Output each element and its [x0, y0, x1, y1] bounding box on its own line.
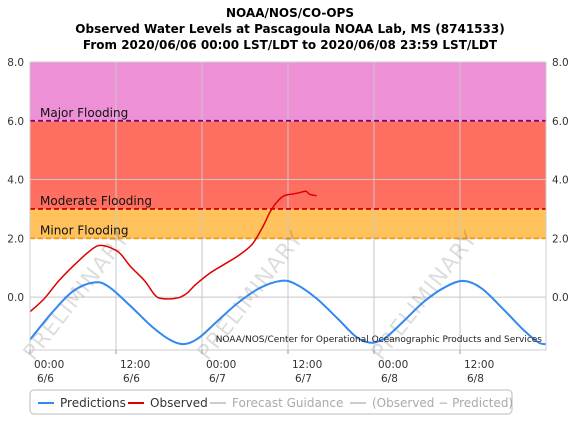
chart-title: NOAA/NOS/CO-OPS Observed Water Levels at …	[75, 6, 504, 52]
threshold-label-moderate-flooding: Moderate Flooding	[40, 194, 152, 208]
x-tick-date: 6/6	[123, 373, 140, 385]
legend[interactable]: Predictions Observed Forecast Guidance (Obs…	[29, 389, 513, 415]
y-tick-label-right: 4.0	[552, 175, 569, 187]
legend-item-predictions[interactable]: Predictions	[38, 396, 126, 410]
y-tick-label-right: 0.0	[552, 292, 569, 304]
legend-item-observed[interactable]: Observed	[128, 396, 208, 410]
legend-item-forecast-guidance[interactable]: Forecast Guidance	[210, 396, 343, 410]
chart-title-line-3: From 2020/06/06 00:00 LST/LDT to 2020/06…	[83, 38, 498, 52]
series-lines: NOAA/NOS/Center for Operational Oceanogr…	[29, 190, 547, 346]
legend-box	[29, 389, 513, 415]
x-tick-time: 12:00	[464, 359, 494, 371]
x-tick-date: 6/6	[37, 373, 54, 385]
legend-label-observed-predicted: (Observed − Predicted)	[372, 396, 513, 410]
y-tick-label-right: 6.0	[552, 116, 569, 128]
axes: 8.0 8.0 6.0 6.0 4.0 4.0 2.0 2.0 0.0 0.0 00:00 6/6 12…	[7, 57, 568, 385]
y-tick-label-left: 2.0	[7, 233, 24, 245]
threshold-label-minor-flooding: Minor Flooding	[40, 223, 128, 237]
y-tick-label-right: 2.0	[552, 233, 569, 245]
x-tick-time: 00:00	[34, 359, 64, 371]
y-tick-label-left: 6.0	[7, 116, 24, 128]
chart-title-line-1: NOAA/NOS/CO-OPS	[226, 6, 354, 20]
y-tick-label-left: 4.0	[7, 175, 24, 187]
observed-series-line	[29, 190, 317, 313]
x-tick-time: 12:00	[120, 359, 150, 371]
predictions-series-line	[29, 279, 547, 346]
y-tick-label-right: 8.0	[552, 57, 569, 69]
chart-title-line-2: Observed Water Levels at Pascagoula NOAA…	[75, 22, 504, 36]
legend-label-forecast-guidance: Forecast Guidance	[232, 396, 343, 410]
x-tick-date: 6/7	[295, 373, 312, 385]
credit-text: NOAA/NOS/Center for Operational Oceanogr…	[216, 335, 543, 345]
x-tick-date: 6/8	[467, 373, 484, 385]
legend-label-predictions: Predictions	[60, 396, 126, 410]
legend-label-observed: Observed	[150, 396, 208, 410]
y-tick-label-left: 0.0	[7, 292, 24, 304]
legend-item-observed-predicted[interactable]: (Observed − Predicted)	[350, 396, 513, 410]
x-tick-time: 12:00	[292, 359, 322, 371]
x-tick-time: 00:00	[206, 359, 236, 371]
x-tick-time: 00:00	[378, 359, 408, 371]
y-tick-label-left: 8.0	[7, 57, 24, 69]
x-tick-date: 6/8	[381, 373, 398, 385]
x-tick-date: 6/7	[209, 373, 226, 385]
threshold-label-major-flooding: Major Flooding	[40, 106, 128, 120]
